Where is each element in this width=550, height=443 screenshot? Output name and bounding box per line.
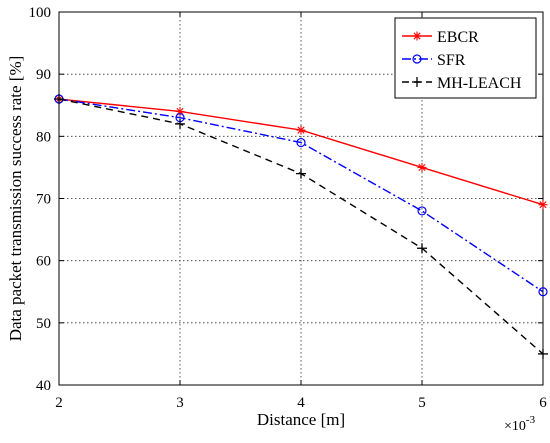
data-point-ebcr [175,106,185,116]
series-mh-leach [54,94,548,359]
legend-label-mh-leach: MH-LEACH [437,75,522,92]
legend-marker-ebcr-shape [413,32,421,40]
x-axis-multiplier: ×10-3 [504,414,536,434]
x-tick-label: 3 [176,395,184,411]
y-axis-label: Data packet transmission success rate [%… [6,56,25,342]
data-point-sfr-shape [417,206,427,216]
data-point-sfr-shape [296,137,306,148]
data-point-mh-leach [417,243,427,254]
y-tick-label: 90 [36,67,51,83]
x-multiplier-exponent: -3 [526,414,536,426]
legend-entry-ebcr: EBCR [402,29,479,46]
data-point-sfr [296,137,306,148]
legend-entries: EBCR SFR MH-LEACH [402,29,522,92]
x-tick-label: 5 [418,395,426,411]
legend-marker-mh-leach [412,77,422,87]
x-tick-label: 4 [297,395,305,411]
data-point-ebcr-shape [539,201,547,209]
data-point-mh-leach [538,348,548,359]
legend: EBCR SFR MH-LEACH [394,17,537,99]
x-axis-label: Distance [m] [257,410,345,429]
series-line-sfr [58,98,544,293]
legend-marker-sfr-shape [412,54,422,64]
legend-label-sfr: SFR [437,52,466,69]
data-point-mh-leach [175,118,185,129]
y-tick-label: 50 [36,316,51,332]
x-tick-label: 6 [539,395,547,411]
data-point-ebcr [296,125,306,135]
y-tick-label: 40 [36,378,51,394]
y-tick-label: 60 [36,254,51,270]
data-point-sfr [417,206,427,216]
legend-entry-mh-leach: MH-LEACH [402,75,522,92]
data-point-ebcr [417,162,427,172]
data-point-ebcr-shape [297,126,305,134]
legend-marker-ebcr [412,31,422,41]
x-tick-label: 2 [55,395,63,411]
data-point-ebcr-shape [418,163,426,171]
data-point-ebcr-shape [176,107,184,116]
y-tick-label: 80 [36,129,51,145]
axis-ticks: 2 3 4 5 6 40 50 60 70 80 90 100 [29,5,548,411]
data-point-sfr [538,287,548,297]
data-point-sfr-shape [538,287,548,297]
legend-label-ebcr: EBCR [437,29,479,46]
data-point-mh-leach [54,94,64,105]
grid-lines [59,12,543,385]
data-point-ebcr [538,200,548,210]
legend-box [394,17,537,99]
y-tick-label: 100 [29,5,52,21]
data-point-mh-leach [296,168,306,179]
y-tick-label: 70 [36,192,51,208]
legend-marker-sfr [412,54,422,64]
x-multiplier-base: ×10 [504,419,526,434]
series-layer [54,94,548,359]
legend-entry-sfr: SFR [402,52,466,69]
